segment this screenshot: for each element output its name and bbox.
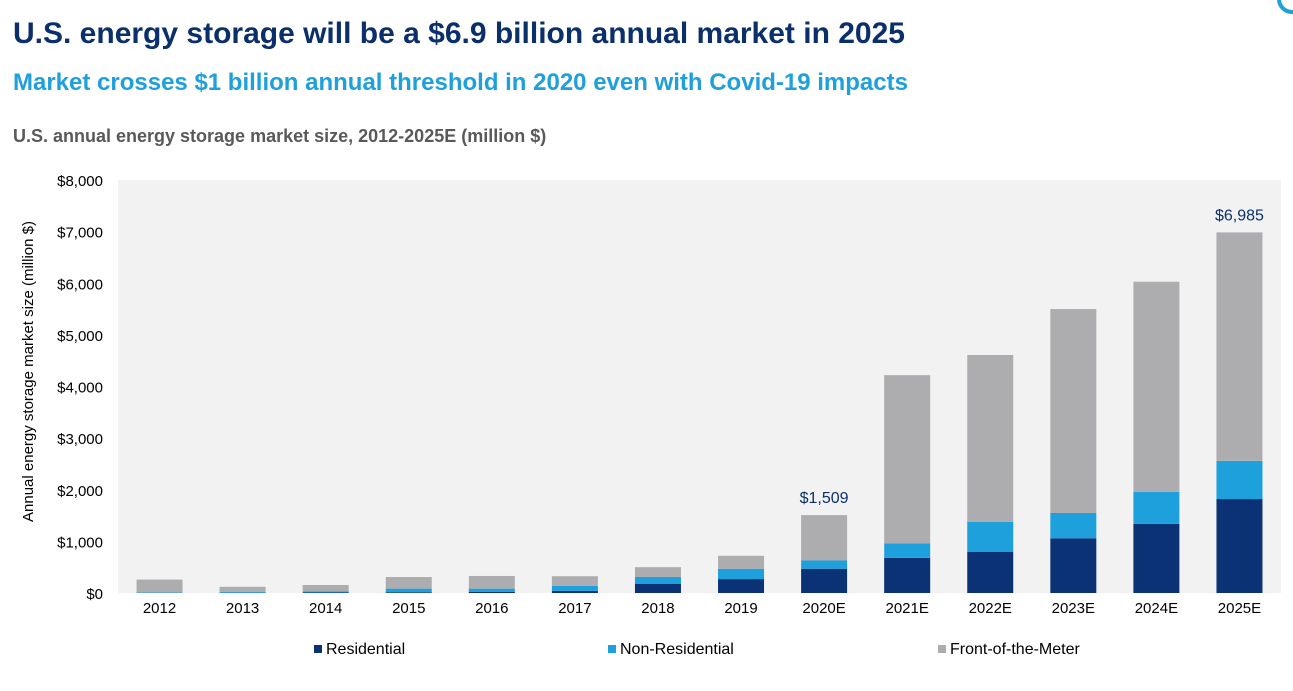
x-tick-label: 2025E <box>1218 600 1261 617</box>
brand-logo-mark <box>1277 0 1293 14</box>
x-tick-label: 2022E <box>969 600 1012 617</box>
x-tick-label: 2018 <box>641 600 674 617</box>
x-tick-label: 2015 <box>392 600 425 617</box>
legend-label: Residential <box>326 641 405 658</box>
x-tick-label: 2019 <box>724 600 757 617</box>
bar-non-residential <box>801 560 848 569</box>
page-subtitle: Market crosses $1 billion annual thresho… <box>13 69 908 96</box>
bar-non-residential <box>884 543 931 558</box>
bar-front-of-the-meter <box>884 375 931 544</box>
legend-swatch <box>608 645 616 653</box>
bar-front-of-the-meter <box>1050 309 1097 513</box>
bar-non-residential <box>302 591 349 593</box>
bar-front-of-the-meter <box>551 576 598 586</box>
bar-non-residential <box>967 521 1014 552</box>
bar-non-residential <box>718 568 765 580</box>
plot-area <box>118 180 1281 593</box>
bar-non-residential <box>551 585 598 591</box>
bar-non-residential <box>634 576 681 584</box>
y-tick-label: $7,000 <box>57 225 103 242</box>
bar-residential <box>967 551 1014 593</box>
bar-front-of-the-meter <box>718 555 765 569</box>
page-title: U.S. energy storage will be a $6.9 billi… <box>13 17 905 50</box>
bar-non-residential <box>1133 491 1180 524</box>
y-axis-label: Annual energy storage market size (milli… <box>20 221 37 522</box>
bar-residential <box>385 592 432 593</box>
x-tick-label: 2013 <box>226 600 259 617</box>
bar-residential <box>468 591 515 593</box>
bar-front-of-the-meter <box>634 567 681 577</box>
y-tick-label: $8,000 <box>57 173 103 190</box>
bar-residential <box>718 579 765 593</box>
chart-title: U.S. annual energy storage market size, … <box>13 126 547 146</box>
bar-front-of-the-meter <box>967 355 1014 522</box>
bar-residential <box>1133 523 1180 593</box>
bar-non-residential <box>136 592 183 593</box>
x-tick-label: 2012 <box>143 600 176 617</box>
y-tick-label: $5,000 <box>57 328 103 345</box>
y-tick-label: $0 <box>86 586 103 603</box>
bar-residential <box>302 592 349 593</box>
bar-front-of-the-meter <box>468 575 515 589</box>
bar-front-of-the-meter <box>219 586 266 592</box>
bar-non-residential <box>385 588 432 593</box>
x-tick-label: 2016 <box>475 600 508 617</box>
bar-residential <box>634 583 681 593</box>
bar-residential <box>1050 538 1097 593</box>
x-tick-label: 2017 <box>558 600 591 617</box>
legend-label: Non-Residential <box>620 641 734 658</box>
x-tick-label: 2020E <box>802 600 845 617</box>
bar-front-of-the-meter <box>302 584 349 592</box>
bar-non-residential <box>1216 460 1263 500</box>
y-tick-label: $4,000 <box>57 380 103 397</box>
bar-non-residential <box>468 588 515 592</box>
bar-front-of-the-meter <box>1133 281 1180 492</box>
y-tick-label: $6,000 <box>57 276 103 293</box>
x-tick-label: 2024E <box>1135 600 1178 617</box>
bar-front-of-the-meter <box>385 576 432 589</box>
legend-swatch <box>314 645 322 653</box>
bar-residential <box>884 557 931 593</box>
bar-residential <box>551 590 598 593</box>
bar-front-of-the-meter <box>1216 232 1263 461</box>
y-tick-label: $3,000 <box>57 431 103 448</box>
bar-residential <box>801 568 848 593</box>
bar-non-residential <box>219 591 266 593</box>
data-label: $6,985 <box>1215 207 1264 224</box>
legend-swatch <box>938 645 946 653</box>
x-tick-label: 2023E <box>1052 600 1095 617</box>
y-tick-label: $2,000 <box>57 483 103 500</box>
bar-residential <box>1216 499 1263 593</box>
bar-front-of-the-meter <box>136 579 183 593</box>
x-tick-label: 2021E <box>885 600 928 617</box>
data-label: $1,509 <box>800 490 849 507</box>
legend-label: Front-of-the-Meter <box>950 641 1080 658</box>
bar-non-residential <box>1050 512 1097 539</box>
y-tick-label: $1,000 <box>57 534 103 551</box>
bar-front-of-the-meter <box>801 515 848 561</box>
x-tick-label: 2014 <box>309 600 342 617</box>
